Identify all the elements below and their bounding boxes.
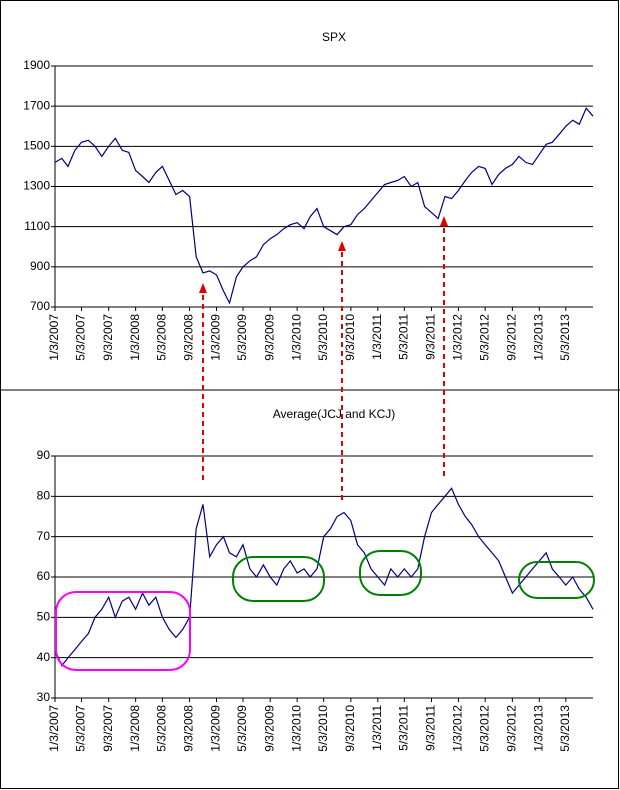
y-tick-label: 50 [37,610,51,624]
x-tick-label: 9/3/2009 [262,705,276,752]
x-tick-label: 1/3/2009 [209,314,223,361]
y-tick-label: 40 [37,650,51,664]
y-tick-label: 1900 [23,58,50,72]
y-tick-label: 1300 [23,179,50,193]
arrowheads [199,216,448,293]
x-tick-label: 1/3/2011 [370,705,384,751]
chart-title: Average(JCJ and KCJ) [273,407,396,421]
x-tick-label: 1/3/2012 [451,705,465,752]
x-tick-label: 5/3/2010 [316,314,330,361]
chart-title: SPX [322,30,346,44]
data-line [54,107,594,305]
charts: SPX 700 900 1100 1300 1500 1700 1900 1/3/2007 5/3… [23,30,594,752]
x-tick-label: 1/3/2012 [451,314,465,361]
highlight [518,561,595,599]
y-tick-label: 1100 [24,219,50,233]
x-tick-label: 9/3/2012 [505,705,519,752]
x-tick-label: 5/3/2013 [558,314,572,361]
data-line [54,487,594,667]
x-tick-label: 5/3/2007 [74,314,88,361]
x-tick-label: 9/3/2007 [101,314,115,361]
y-tick-label: 30 [37,690,51,704]
x-tick-label: 5/3/2008 [155,705,169,752]
y-tick-label: 60 [37,569,51,583]
highlight [359,550,422,596]
y-tick-label: 1700 [23,98,50,112]
x-tick-label: 1/3/2010 [289,705,303,752]
x-tick-label: 5/3/2009 [235,314,249,361]
arrowhead [338,241,346,251]
x-tick-label: 9/3/2008 [182,705,196,752]
x-tick-label: 1/3/2007 [47,705,61,752]
x-tick-label: 9/3/2010 [343,705,357,752]
x-tick-label: 1/3/2008 [128,705,142,752]
x-tick-label: 9/3/2009 [262,314,276,361]
y-tick-label: 1500 [23,139,50,153]
x-tick-label: 1/3/2011 [370,314,384,360]
x-tick-label: 1/3/2013 [531,314,545,361]
x-tick-label: 5/3/2013 [558,705,572,752]
x-tick-label: 5/3/2010 [316,705,330,752]
arrowhead [440,216,448,226]
x-tick-label: 1/3/2013 [531,705,545,752]
x-tick-label: 5/3/2011 [396,705,410,751]
x-tick-label: 9/3/2011 [424,314,438,360]
x-tick-label: 5/3/2012 [477,705,491,752]
x-tick-label: 9/3/2007 [101,705,115,752]
y-tick-label: 700 [30,299,50,313]
y-tick-label: 90 [37,448,51,462]
x-tick-label: 5/3/2012 [477,314,491,361]
highlight [232,556,325,602]
y-tick-label: 80 [37,489,51,503]
x-tick-label: 1/3/2007 [47,314,61,361]
x-tick-label: 5/3/2009 [235,705,249,752]
x-tick-label: 9/3/2008 [182,314,196,361]
y-tick-label: 70 [37,529,51,543]
x-tick-label: 5/3/2011 [396,314,410,360]
y-tick-label: 900 [30,259,50,273]
x-tick-label: 9/3/2010 [343,314,357,361]
highlight [55,591,191,671]
x-tick-label: 1/3/2008 [128,314,142,361]
x-tick-label: 1/3/2009 [209,705,223,752]
x-tick-label: 9/3/2011 [424,705,438,751]
x-tick-label: 5/3/2007 [74,705,88,752]
x-tick-label: 1/3/2010 [289,314,303,361]
arrowhead [199,283,207,293]
x-tick-label: 9/3/2012 [505,314,519,361]
x-tick-label: 5/3/2008 [155,314,169,361]
annotations [202,225,445,500]
